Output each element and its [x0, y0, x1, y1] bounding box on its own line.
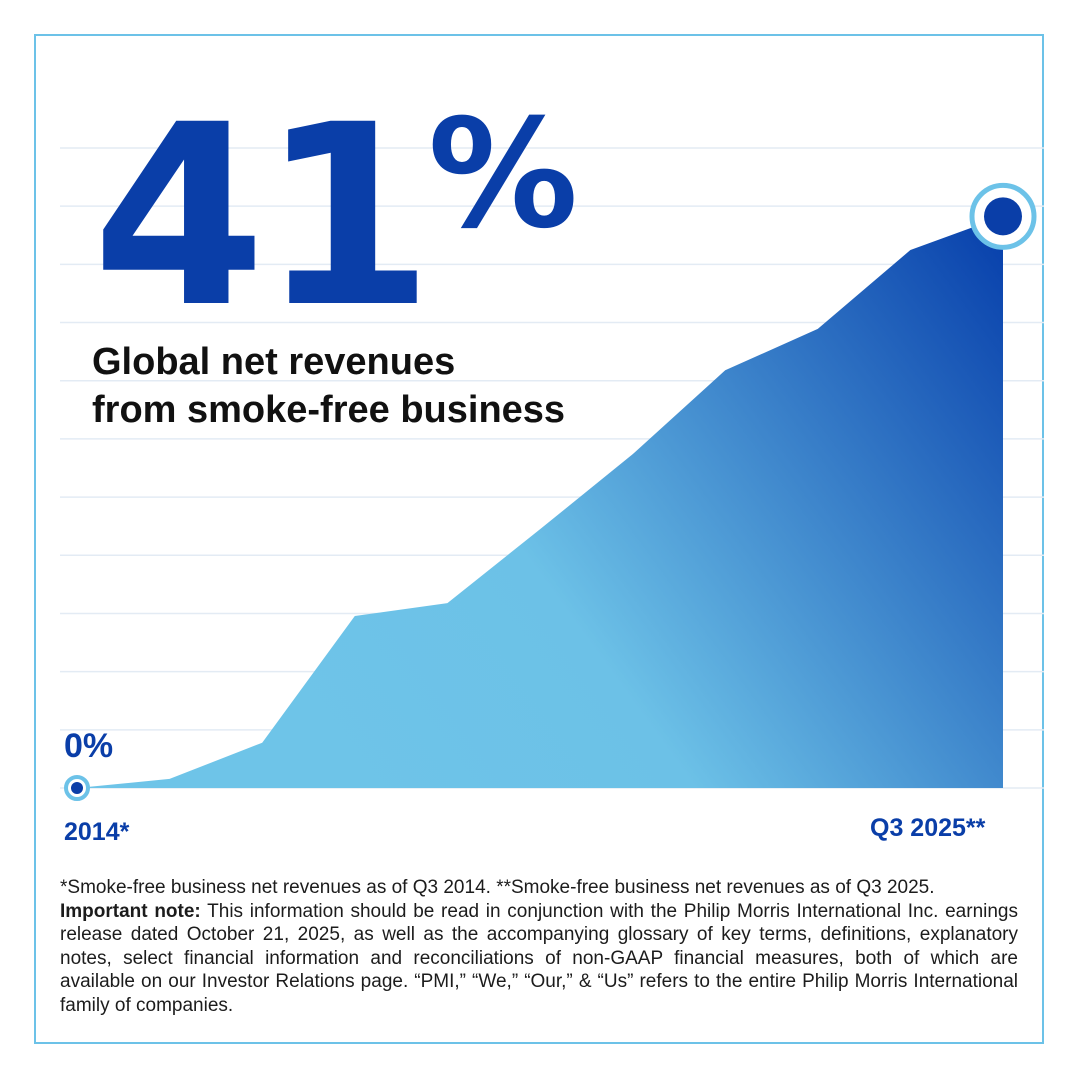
headline-number: 41 — [92, 71, 434, 362]
start-marker-dot — [71, 782, 83, 794]
footnote: *Smoke-free business net revenues as of … — [60, 876, 1018, 1018]
subtitle-line-2: from smoke-free business — [92, 389, 566, 431]
headline-percentage: 41% — [92, 92, 578, 342]
subtitle-line-1: Global net revenues — [92, 341, 456, 383]
x-tick-label-start: 2014* — [64, 818, 130, 846]
area-series — [77, 216, 1003, 789]
footnote-star-note: *Smoke-free business net revenues as of … — [60, 877, 935, 898]
card-frame — [34, 34, 1044, 1044]
end-markers — [64, 182, 1037, 801]
start-value-label: 0% — [64, 727, 114, 765]
headline-percent-sign: % — [427, 88, 579, 262]
x-tick-label-end: Q3 2025** — [870, 814, 986, 842]
footnote-important-label: Important note: — [60, 900, 201, 922]
footnote-important-text: This information should be read in conju… — [60, 900, 1019, 1016]
chart-subtitle: Global net revenues from smoke-free busi… — [92, 338, 612, 434]
end-marker-dot — [984, 197, 1022, 236]
